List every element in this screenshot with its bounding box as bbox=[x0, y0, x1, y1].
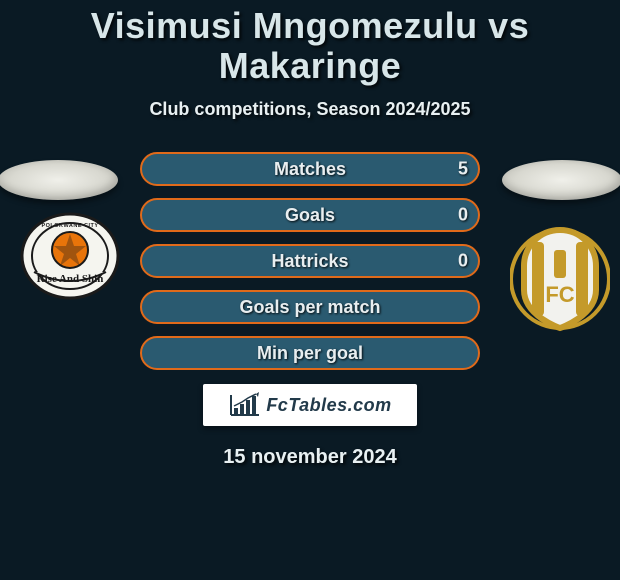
brand-box: FcTables.com bbox=[203, 384, 417, 426]
stat-label: Goals per match bbox=[239, 297, 380, 318]
svg-text:Rise And Shin: Rise And Shin bbox=[37, 273, 104, 285]
stat-label: Hattricks bbox=[271, 251, 348, 272]
player-avatar-right bbox=[502, 160, 620, 200]
stat-value-right: 0 bbox=[458, 205, 468, 226]
svg-text:FC: FC bbox=[545, 282, 574, 307]
comparison-area: Rise And Shin POLOKWANE CITY FC Matches … bbox=[0, 152, 620, 370]
stat-label: Goals bbox=[285, 205, 335, 226]
footer-date: 15 november 2024 bbox=[0, 446, 620, 469]
subtitle: Club competitions, Season 2024/2025 bbox=[0, 99, 620, 120]
stat-bar-goals: Goals 0 bbox=[140, 198, 480, 232]
stat-bar-goals-per-match: Goals per match bbox=[140, 290, 480, 324]
stat-bars: Matches 5 Goals 0 Hattricks 0 Goals per … bbox=[140, 152, 480, 370]
svg-text:POLOKWANE CITY: POLOKWANE CITY bbox=[41, 223, 98, 229]
stat-label: Matches bbox=[274, 159, 346, 180]
page-title: Visimusi Mngomezulu vs Makaringe bbox=[0, 0, 620, 85]
stat-bar-matches: Matches 5 bbox=[140, 152, 480, 186]
stat-value-right: 5 bbox=[458, 159, 468, 180]
club-logo-left: Rise And Shin POLOKWANE CITY bbox=[20, 212, 120, 300]
stat-label: Min per goal bbox=[257, 343, 363, 364]
club-logo-right: FC bbox=[510, 220, 610, 338]
player-avatar-left bbox=[0, 160, 118, 200]
brand-text: FcTables.com bbox=[266, 395, 391, 416]
stat-value-right: 0 bbox=[458, 251, 468, 272]
stat-bar-hattricks: Hattricks 0 bbox=[140, 244, 480, 278]
brand-chart-icon bbox=[228, 392, 262, 418]
stat-bar-min-per-goal: Min per goal bbox=[140, 336, 480, 370]
